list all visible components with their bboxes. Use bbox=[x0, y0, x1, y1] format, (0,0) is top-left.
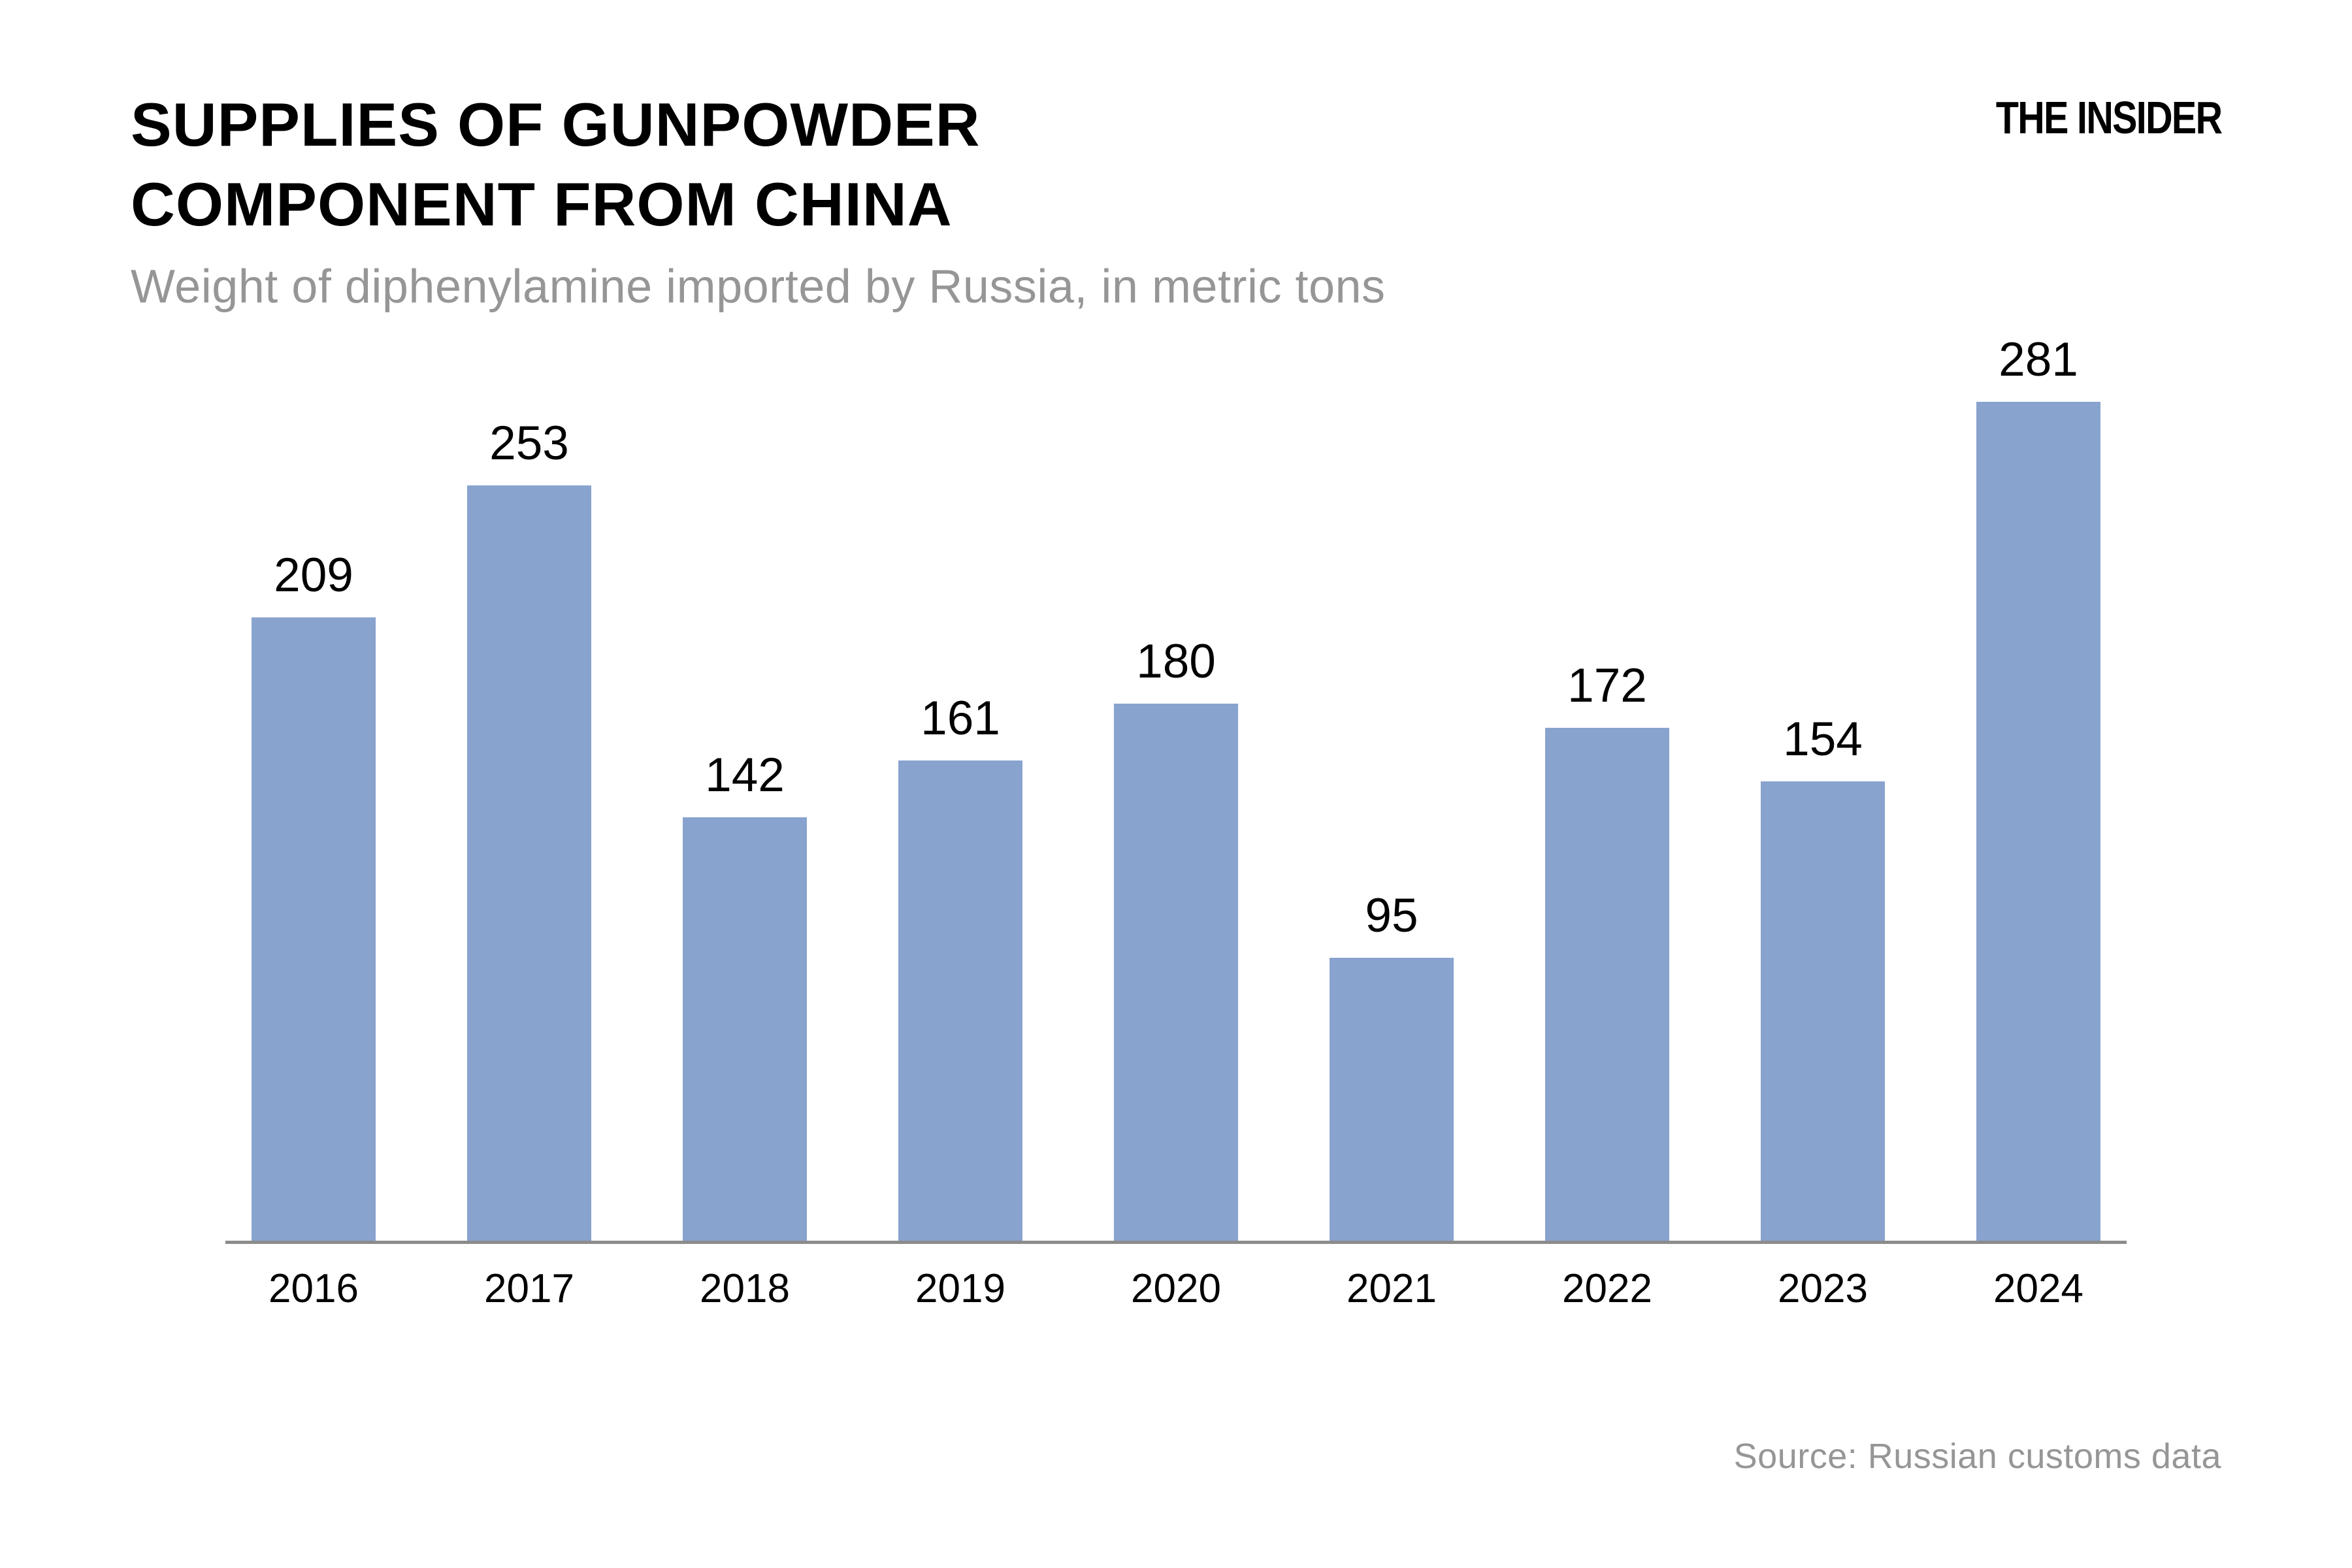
bar-2021 bbox=[1330, 958, 1454, 1242]
value-label-2020: 180 bbox=[1136, 635, 1216, 688]
value-label-2023: 154 bbox=[1783, 713, 1863, 766]
bar-2023 bbox=[1761, 781, 1885, 1242]
year-label-2022: 2022 bbox=[1562, 1266, 1652, 1311]
value-label-2017: 253 bbox=[489, 417, 569, 470]
x-axis-line bbox=[225, 1241, 2127, 1244]
bar-2017 bbox=[467, 485, 591, 1242]
year-label-2024: 2024 bbox=[1993, 1266, 2083, 1311]
bar-2018 bbox=[683, 817, 807, 1242]
value-label-2024: 281 bbox=[1999, 333, 2078, 386]
value-label-2018: 142 bbox=[705, 749, 785, 802]
value-label-2021: 95 bbox=[1365, 889, 1418, 942]
source-note: Source: Russian customs data bbox=[1733, 1437, 2221, 1476]
bar-2024 bbox=[1976, 402, 2100, 1242]
the-insider-logo: THE INSIDER bbox=[1995, 92, 2222, 143]
chart-title-line1: SUPPLIES OF GUNPOWDER bbox=[131, 90, 981, 159]
year-label-2023: 2023 bbox=[1778, 1266, 1868, 1311]
bar-2019 bbox=[898, 760, 1022, 1242]
year-label-2018: 2018 bbox=[700, 1266, 790, 1311]
year-label-2020: 2020 bbox=[1131, 1266, 1221, 1311]
chart-title-line2: COMPONENT FROM CHINA bbox=[131, 170, 953, 239]
value-label-2016: 209 bbox=[274, 549, 353, 602]
chart-subtitle: Weight of diphenylamine imported by Russ… bbox=[131, 261, 1386, 313]
year-label-2019: 2019 bbox=[915, 1266, 1005, 1311]
year-label-2021: 2021 bbox=[1347, 1266, 1437, 1311]
year-label-2016: 2016 bbox=[269, 1266, 359, 1311]
bar-2020 bbox=[1114, 704, 1238, 1242]
year-label-2017: 2017 bbox=[484, 1266, 574, 1311]
bar-2016 bbox=[252, 617, 376, 1242]
value-label-2022: 172 bbox=[1567, 659, 1647, 712]
bar-2022 bbox=[1545, 728, 1669, 1242]
value-label-2019: 161 bbox=[921, 692, 1000, 745]
chart-title: SUPPLIES OF GUNPOWDER COMPONENT FROM CHIN… bbox=[131, 85, 981, 244]
